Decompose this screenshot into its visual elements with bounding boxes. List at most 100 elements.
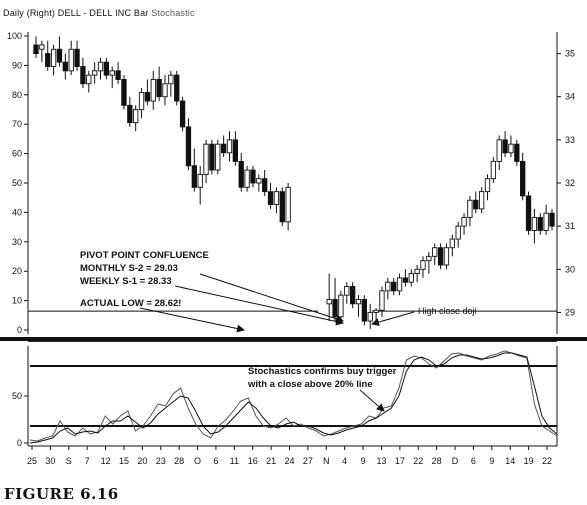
x-tick-label: 27 — [303, 456, 313, 466]
x-tick-label: 19 — [524, 456, 534, 466]
x-tick-label: 11 — [230, 456, 239, 466]
candle-down — [361, 299, 368, 322]
candle-down — [62, 61, 68, 72]
header-text: Daily (Right) DELL - DELL INC Bar — [3, 8, 149, 18]
candle-up — [256, 178, 262, 184]
candle-down — [121, 79, 127, 106]
candle-down — [56, 48, 63, 63]
x-tick-label: O — [194, 456, 201, 466]
left-tick-label: 80 — [12, 90, 22, 100]
candle-up — [344, 286, 350, 296]
candle-up — [496, 139, 502, 162]
x-tick-label: 23 — [156, 456, 166, 466]
candle-down — [267, 191, 274, 206]
actual-low-arrow — [139, 307, 245, 333]
chart-header: Daily (Right) DELL - DELL INC Bar Stocha… — [3, 8, 195, 18]
candle-down — [502, 139, 508, 154]
candle-up — [414, 268, 420, 275]
candle-up — [197, 173, 203, 188]
weekly-arrow — [174, 285, 344, 326]
candle-up — [396, 277, 403, 292]
candle-up — [490, 160, 497, 180]
stoch-series — [29, 350, 558, 444]
candle-up — [461, 217, 467, 227]
candle-up — [467, 199, 473, 218]
x-tick-label: S — [66, 456, 72, 466]
candle-up — [478, 191, 485, 210]
candle-up — [244, 169, 250, 188]
confluence-title: PIVOT POINT CONFLUENCE — [80, 250, 209, 261]
candle-up — [168, 74, 174, 85]
candle-down — [391, 281, 397, 292]
candle-down — [473, 199, 479, 210]
candle-down — [279, 191, 285, 223]
stoch-annotation-line1: Stochastics confirms buy trigger — [248, 366, 397, 377]
candle-down — [232, 139, 239, 162]
stoch-line-d — [29, 352, 558, 444]
x-tick-label: 15 — [119, 456, 129, 466]
stoch-tick-label: 50 — [12, 391, 22, 401]
candle-down — [33, 44, 39, 55]
candle-up — [203, 143, 209, 175]
x-tick-label: 21 — [266, 456, 276, 466]
candle-down — [103, 61, 110, 76]
candle-up — [420, 260, 426, 270]
right-tick-label: 33 — [565, 135, 575, 145]
confluence-monthly: MONTHLY S-2 = 29.03 — [80, 263, 178, 274]
candle-down — [179, 100, 186, 128]
candle-up — [109, 70, 115, 76]
candle-down — [174, 74, 180, 102]
price-right-ticks: 29 30 31 32 33 34 35 — [557, 49, 575, 317]
price-left-ticks: 0 10 20 30 40 50 60 70 80 90 100 — [7, 31, 28, 335]
candle-up — [133, 109, 139, 124]
right-tick-label: 30 — [565, 264, 575, 274]
x-tick-label: 14 — [505, 456, 515, 466]
candle-up — [408, 273, 414, 283]
candle-up — [355, 299, 362, 305]
candle-down — [537, 217, 543, 231]
right-tick-label: 29 — [565, 307, 575, 317]
right-tick-label: 31 — [565, 221, 575, 231]
monthly-arrow — [199, 273, 344, 323]
left-tick-label: 0 — [17, 325, 22, 335]
x-tick-label: 20 — [137, 456, 147, 466]
candle-up — [484, 178, 491, 193]
candle-down — [45, 53, 51, 67]
candle-up — [162, 83, 168, 98]
x-tick-label: 17 — [395, 456, 405, 466]
stoch-left-ticks: 0 50 — [12, 391, 28, 448]
candle-up — [338, 294, 344, 318]
doji-arrow — [371, 311, 415, 326]
x-tick-label: 12 — [101, 456, 111, 466]
candle-down — [74, 48, 80, 67]
candle-up — [543, 212, 549, 231]
candle-up — [455, 225, 461, 240]
candle-up — [97, 61, 104, 72]
x-tick-label: 22 — [542, 456, 552, 466]
left-tick-label: 100 — [7, 31, 22, 41]
candle-down — [156, 79, 162, 98]
stoch-annotation-line2: with a close above 20% line — [247, 379, 373, 390]
candle-down — [80, 66, 86, 85]
candle-up — [215, 143, 221, 171]
candle-up — [68, 48, 74, 72]
candle-down — [525, 195, 532, 231]
candle-up — [508, 143, 514, 154]
candle-up — [150, 79, 156, 102]
x-tick-label: N — [323, 456, 330, 466]
left-tick-label: 60 — [12, 149, 22, 159]
left-tick-label: 70 — [12, 119, 22, 129]
x-tick-label: 7 — [85, 456, 90, 466]
candle-up — [285, 186, 291, 223]
candle-up — [449, 238, 455, 249]
candle-down — [250, 169, 256, 184]
candle-down — [191, 165, 197, 188]
right-tick-label: 35 — [565, 49, 575, 59]
left-tick-label: 40 — [12, 207, 22, 217]
candle-down — [514, 143, 520, 162]
left-tick-label: 20 — [12, 266, 22, 276]
x-axis-labels: 25 30 S 7 12 15 20 23 28 O 6 11 16 21 24 27 N 4 9 13 17 22 28 D… — [27, 446, 552, 466]
candle-down — [185, 126, 192, 167]
x-tick-label: 6 — [213, 456, 218, 466]
candle-up — [432, 247, 438, 257]
